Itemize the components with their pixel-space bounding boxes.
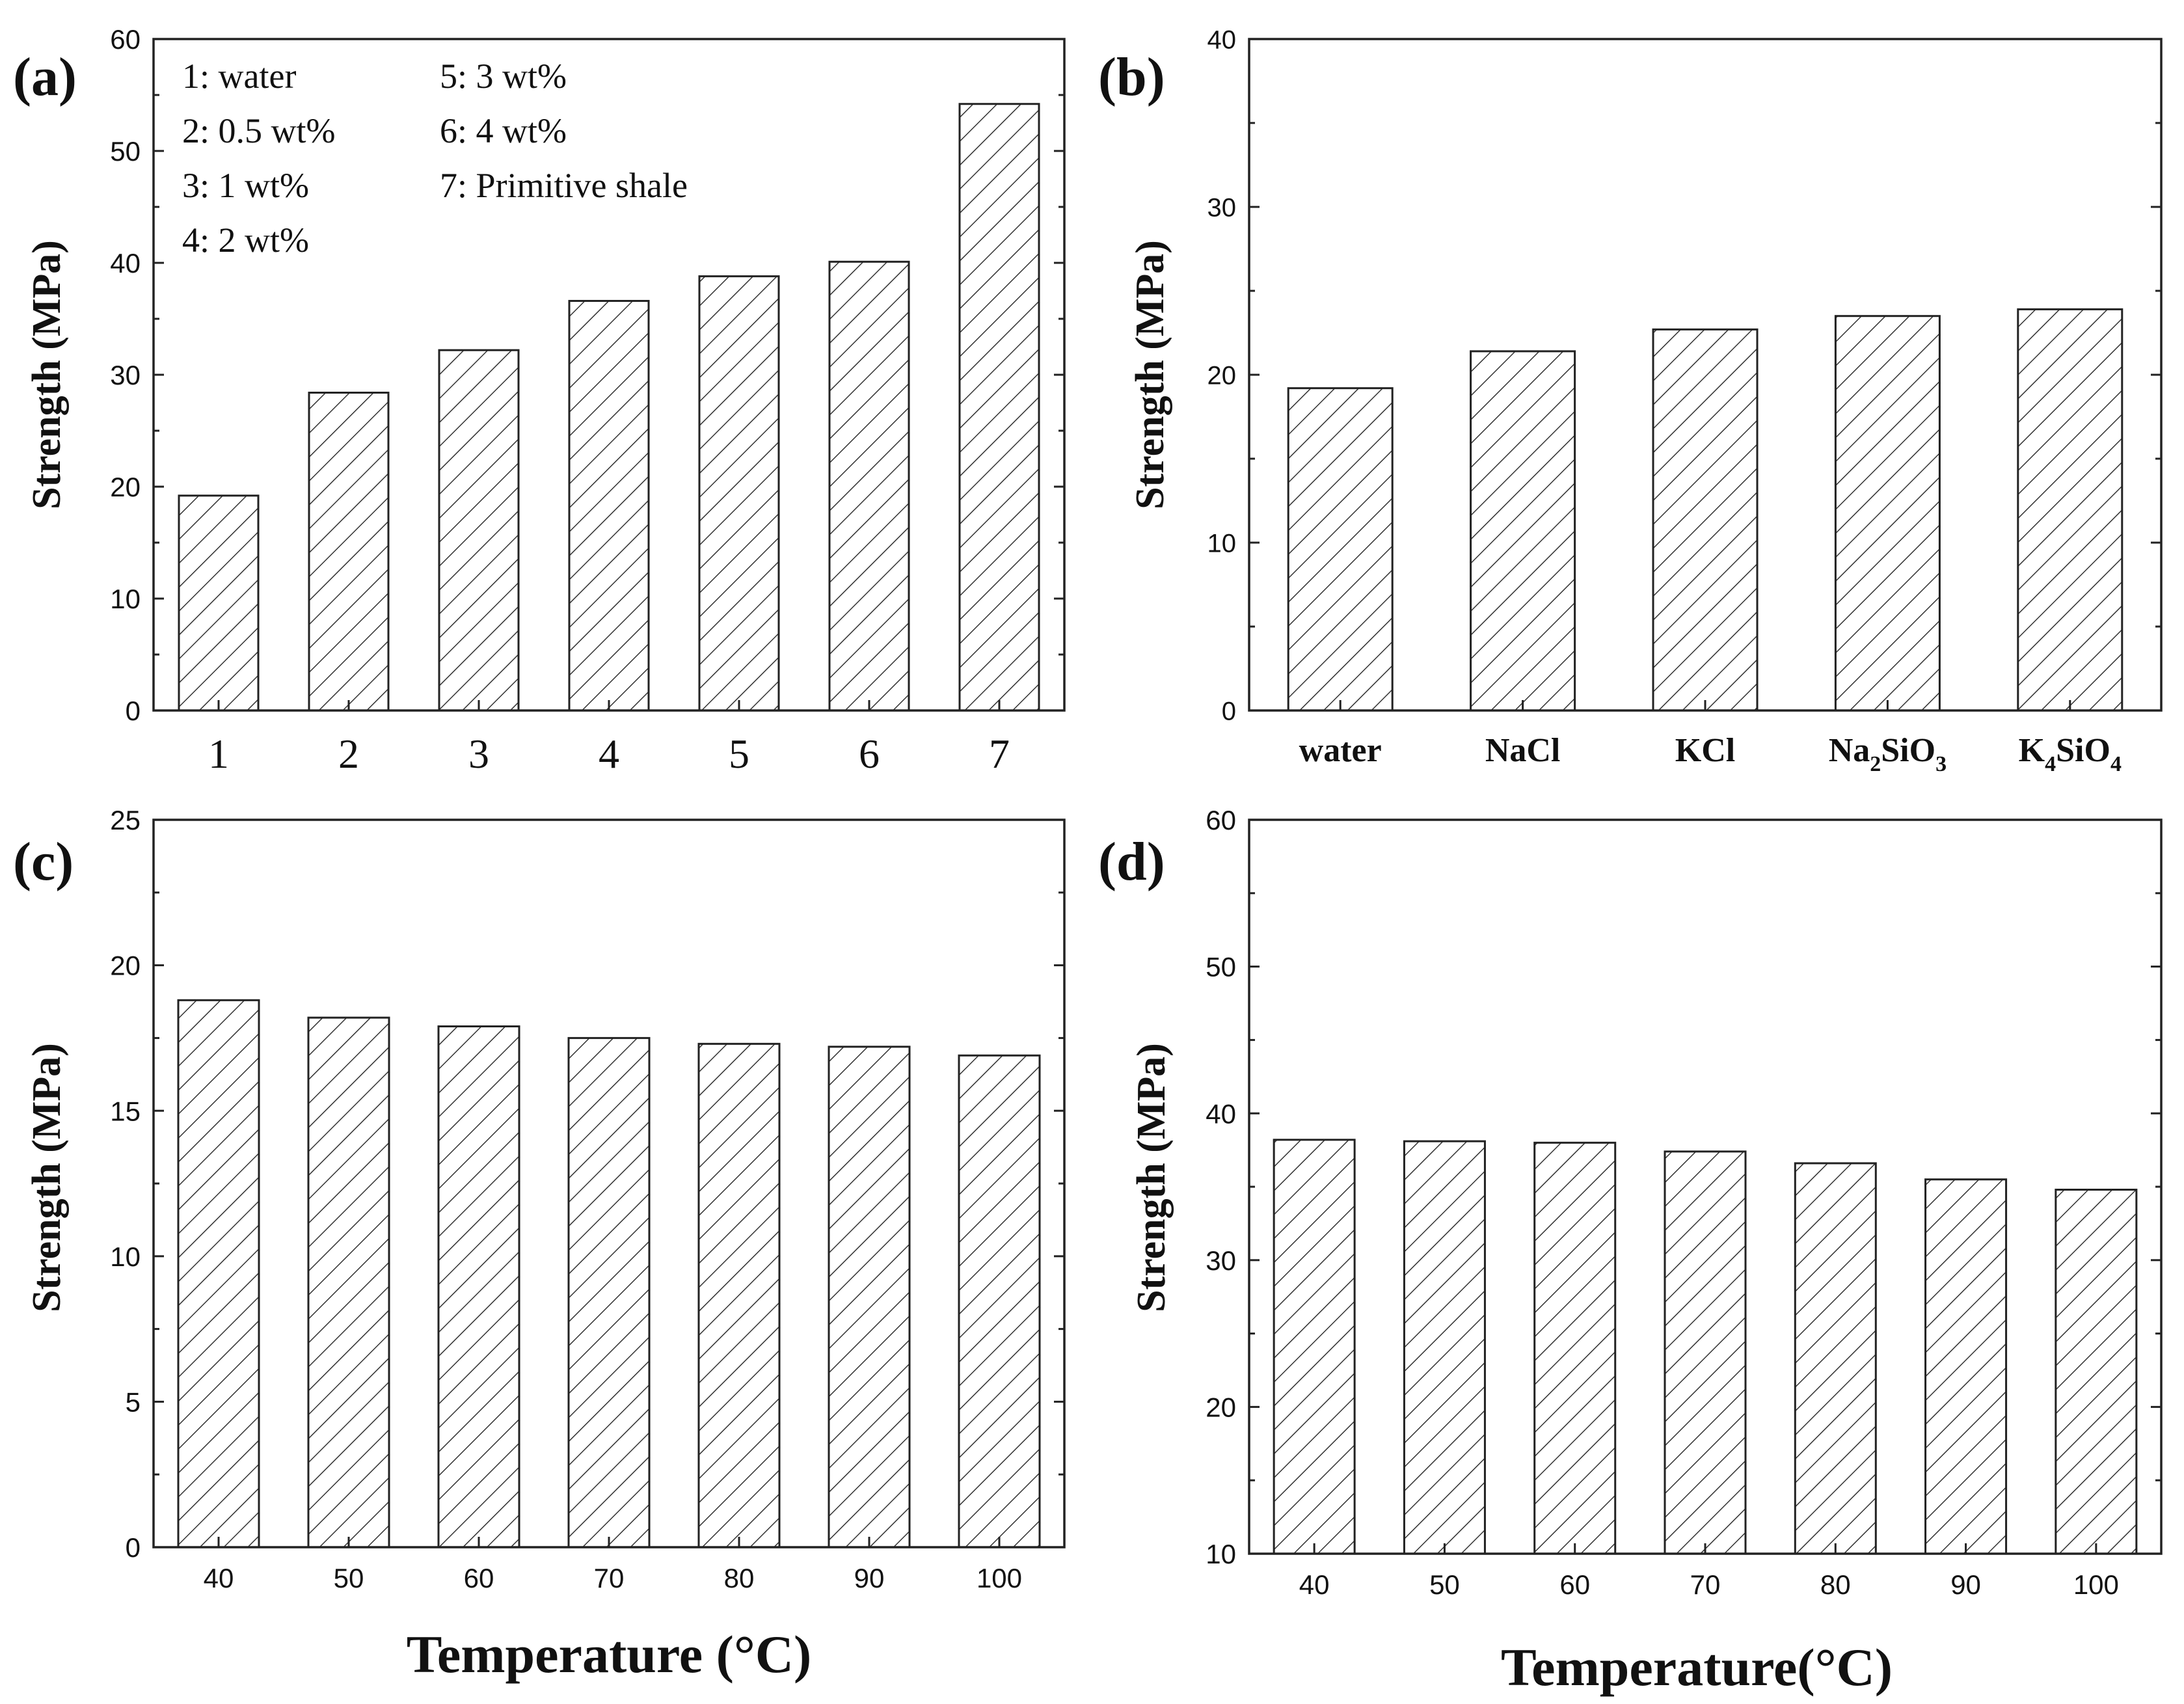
x-tick-label: 100	[2073, 1569, 2119, 1600]
bar-2	[308, 392, 390, 712]
bar-Na2SiO3	[1834, 315, 1941, 712]
bar-100	[2055, 1189, 2138, 1555]
y-tick-label: 40	[1207, 25, 1237, 54]
y-tick-label: 10	[110, 584, 141, 614]
bar-NaCl	[1470, 350, 1576, 712]
y-tick-label: 5	[126, 1387, 141, 1418]
panel-label: (c)	[13, 832, 74, 892]
bar-90	[1924, 1178, 2008, 1555]
y-axis-title: Strength (MPa)	[1128, 240, 1172, 509]
y-tick-label: 50	[1206, 952, 1236, 982]
y-tick-label: 40	[110, 248, 141, 278]
x-tick-label: 3	[468, 731, 489, 777]
bar-80	[697, 1042, 781, 1548]
y-tick-label: 10	[110, 1241, 141, 1272]
x-tick-label: water	[1299, 732, 1382, 769]
chart-panel-a: 0 10 20 30 40 50 60 1 2 3 4 5 6 7 Strength (MPa) (a) 1: …	[13, 24, 1066, 777]
bar-70	[1664, 1150, 1747, 1555]
y-tick-label: 10	[1206, 1539, 1236, 1569]
legend-entry: 6: 4 wt%	[440, 111, 567, 150]
x-tick-label: 100	[977, 1563, 1022, 1593]
x-tick-label: 50	[1429, 1569, 1460, 1600]
x-tick-label: 4	[599, 731, 619, 777]
y-axis-title: Strength (MPa)	[1129, 1043, 1174, 1312]
x-tick-label: 60	[1559, 1569, 1590, 1600]
y-tick-label: 25	[110, 805, 141, 835]
y-tick-label: 0	[126, 696, 141, 726]
y-tick-label: 50	[110, 136, 141, 167]
bar-50	[1403, 1140, 1486, 1555]
bar-40	[1273, 1139, 1356, 1555]
y-tick-label: 20	[1206, 1392, 1236, 1423]
bar-KCl	[1652, 328, 1759, 712]
x-tick-label: 40	[204, 1563, 234, 1593]
y-tick-label: 60	[110, 24, 141, 55]
y-tick-label: 20	[1207, 361, 1237, 390]
legend-entry: 2: 0.5 wt%	[182, 111, 336, 150]
y-tick-label: 0	[126, 1532, 141, 1563]
x-tick-label: 5	[729, 731, 749, 777]
legend-entry: 3: 1 wt%	[182, 166, 309, 205]
y-tick-label: 0	[1222, 697, 1236, 725]
panel-label: (a)	[13, 47, 77, 107]
y-tick-label: 20	[110, 951, 141, 981]
bar-80	[1794, 1162, 1877, 1555]
x-tick-label: 50	[334, 1563, 364, 1593]
y-axis-title: Strength (MPa)	[25, 1043, 69, 1312]
y-tick-label: 15	[110, 1096, 141, 1126]
panel-label: (b)	[1098, 47, 1165, 107]
y-tick-label: 30	[1207, 193, 1237, 222]
bar-60	[1533, 1141, 1617, 1555]
x-tick-label: 70	[1690, 1569, 1721, 1600]
x-tick-label: 60	[464, 1563, 494, 1593]
bar-3	[438, 349, 520, 712]
x-tick-label: 90	[854, 1563, 885, 1593]
bar-70	[567, 1036, 651, 1548]
x-tick-label: 70	[594, 1563, 625, 1593]
bar-60	[437, 1025, 520, 1548]
y-tick-label: 20	[110, 472, 141, 502]
x-tick-label: Na2​SiO3​	[1829, 732, 1947, 776]
legend-entry: 4: 2 wt%	[182, 221, 309, 260]
x-axis-title: Temperature(°C)	[1501, 1638, 1893, 1697]
y-axis-title: Strength (MPa)	[25, 240, 69, 509]
panel-label: (d)	[1098, 832, 1165, 892]
bar-6	[828, 260, 910, 712]
y-tick-label: 30	[110, 360, 141, 390]
x-tick-label: NaCl	[1485, 732, 1561, 769]
y-tick-label: 60	[1206, 805, 1236, 835]
bar-4	[568, 299, 650, 712]
x-tick-label: 1	[208, 731, 229, 777]
chart-panel-d: 10 20 30 40 50 60 40 50 60 70 80 90 100 Strength (MPa…	[1098, 805, 2163, 1697]
bar-40	[177, 999, 260, 1548]
x-tick-label: 40	[1299, 1569, 1330, 1600]
bar-water	[1287, 387, 1394, 712]
x-tick-label: KCl	[1675, 732, 1735, 769]
legend-entry: 5: 3 wt%	[440, 57, 567, 96]
bar-7	[958, 103, 1040, 712]
bar-50	[307, 1016, 390, 1548]
bar-K4SiO4	[2017, 308, 2123, 712]
x-tick-label: K4​SiO4​	[2019, 732, 2122, 776]
chart-panel-b: 0 10 20 30 40 water NaCl KCl Na2​SiO3​ K4​SiO4​ St…	[1098, 25, 2163, 776]
x-tick-label: 2	[338, 731, 359, 777]
legend-entry: 1: water	[182, 57, 296, 96]
bar-90	[828, 1046, 911, 1548]
y-tick-label: 10	[1207, 529, 1237, 558]
x-tick-label: 80	[1820, 1569, 1851, 1600]
bar-5	[698, 275, 780, 712]
y-tick-label: 40	[1206, 1098, 1236, 1129]
y-tick-label: 30	[1206, 1245, 1236, 1276]
x-tick-label: 6	[859, 731, 880, 777]
x-tick-label: 80	[724, 1563, 755, 1593]
legend-entry: 7: Primitive shale	[440, 166, 688, 205]
bar-1	[178, 494, 260, 712]
chart-panel-c: 0 5 10 15 20 25 40 50 60 70 80 90 100 Strength (MPa) T…	[13, 805, 1066, 1684]
x-axis-title: Temperature (°C)	[407, 1625, 812, 1684]
x-tick-label: 7	[989, 731, 1010, 777]
bar-100	[958, 1054, 1041, 1548]
x-tick-label: 90	[1950, 1569, 1981, 1600]
